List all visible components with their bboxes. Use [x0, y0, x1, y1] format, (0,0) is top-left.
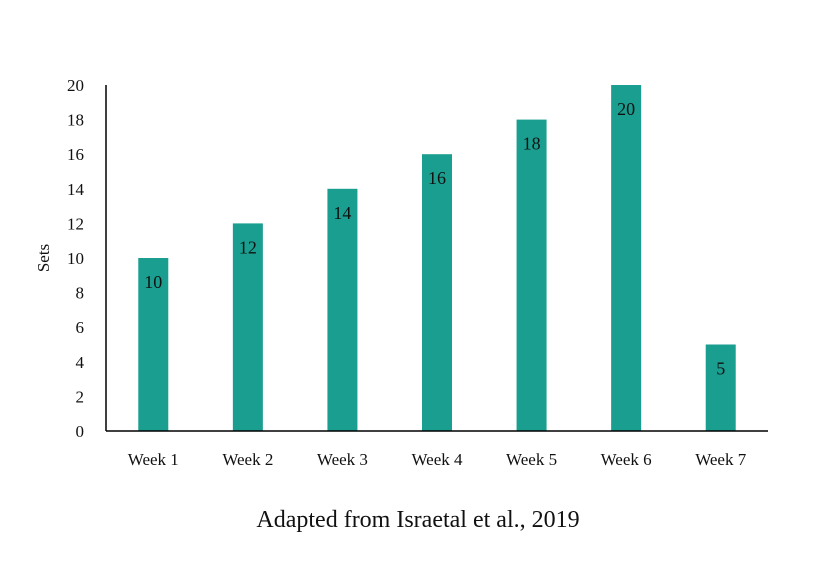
- y-tick-label: 20: [67, 76, 84, 95]
- bar: [611, 85, 642, 431]
- bar-value-label: 10: [144, 272, 162, 292]
- bar-value-label: 12: [239, 237, 257, 257]
- bar: [516, 119, 547, 431]
- x-category-label: Week 4: [411, 450, 463, 469]
- y-axis-ticks: 0 2 4 6 8 10 12 14 16 18 20: [67, 76, 85, 441]
- bar: [422, 154, 452, 431]
- bar-value-label: 5: [716, 359, 725, 379]
- y-tick-label: 10: [67, 249, 84, 268]
- x-category-label: Week 7: [695, 450, 747, 469]
- x-category-label: Week 3: [317, 450, 368, 469]
- y-tick-label: 12: [67, 214, 84, 233]
- bar-value-label: 14: [333, 203, 351, 223]
- chart-caption: Adapted from Israetal et al., 2019: [256, 507, 579, 533]
- y-tick-label: 8: [76, 284, 85, 303]
- y-tick-label: 14: [67, 180, 85, 199]
- y-tick-label: 0: [76, 422, 85, 441]
- bar: [327, 188, 358, 431]
- x-axis-categories: Week 1 Week 2 Week 3 Week 4 Week 5 Week 6 Week…: [128, 450, 747, 469]
- bar-value-label: 16: [428, 168, 446, 188]
- y-tick-label: 16: [67, 145, 84, 164]
- y-axis-label: Sets: [34, 244, 53, 272]
- x-category-label: Week 5: [506, 450, 557, 469]
- y-tick-label: 2: [76, 387, 85, 406]
- bar-value-label: 18: [523, 134, 541, 154]
- x-category-label: Week 6: [601, 450, 652, 469]
- bar: [232, 223, 263, 431]
- bar: [138, 258, 169, 431]
- y-tick-label: 4: [76, 353, 85, 372]
- y-tick-label: 18: [67, 111, 84, 130]
- bars-group: 10 12 14 16 18 20 5: [138, 85, 736, 431]
- y-tick-label: 6: [76, 318, 85, 337]
- x-category-label: Week 2: [222, 450, 273, 469]
- bar: [705, 344, 736, 431]
- bar-value-label: 20: [617, 99, 635, 119]
- x-category-label: Week 1: [128, 450, 179, 469]
